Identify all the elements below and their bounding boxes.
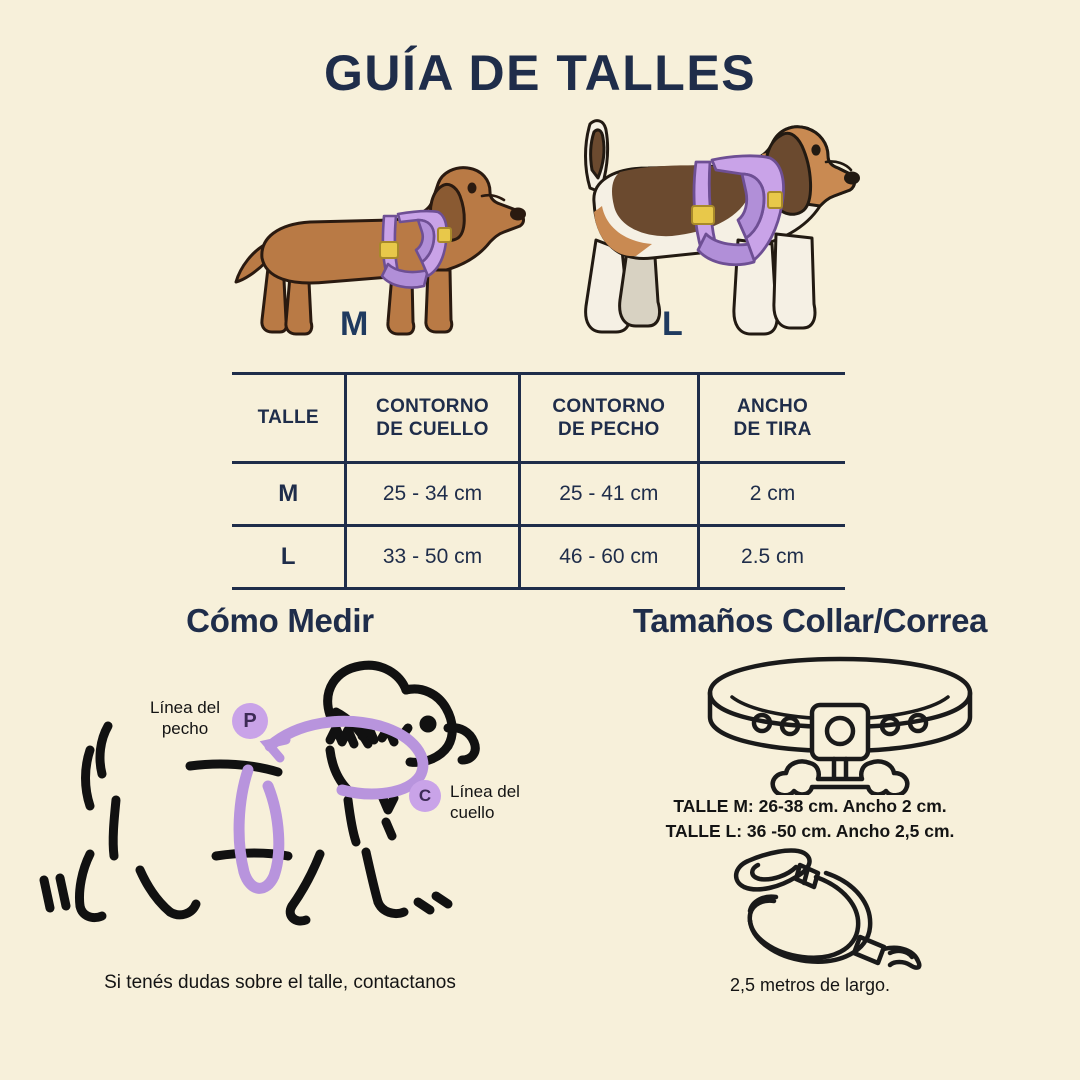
sketch-dog-measuring-icon	[39, 660, 480, 926]
label-line-1: Línea del	[150, 698, 220, 717]
size-label-l: L	[662, 305, 683, 343]
header-line-1: CONTORNO	[552, 395, 666, 417]
column-header-ancho-tira: ANCHO DE TIRA	[697, 372, 845, 464]
label-line-1: Línea del	[450, 782, 520, 801]
table-header-row: TALLE CONTORNO DE CUELLO CONTORNO DE PEC…	[232, 372, 845, 464]
header-line-2: DE PECHO	[557, 419, 660, 440]
cell-pecho: 25 - 41 cm	[517, 461, 699, 527]
size-table: TALLE CONTORNO DE CUELLO CONTORNO DE PEC…	[232, 372, 845, 590]
section-heading-tamanos-collar-correa: Tamaños Collar/Correa	[632, 602, 988, 639]
cell-talle: M	[232, 461, 346, 527]
dachshund-with-harness-icon	[234, 166, 526, 336]
collar-size-line-m: TALLE M: 26-38 cm. Ancho 2 cm.	[673, 796, 947, 816]
table-body: M 25 - 34 cm 25 - 41 cm 2 cm L 33 - 50 c…	[232, 461, 845, 590]
header-line-2: DE CUELLO	[376, 419, 489, 440]
label-linea-del-pecho: Línea del pecho	[130, 697, 240, 740]
dog-collar-with-bone-tag-icon	[707, 656, 973, 795]
badge-pecho: P	[232, 703, 268, 739]
dog-leash-icon	[734, 848, 922, 970]
cell-pecho: 46 - 60 cm	[517, 524, 699, 590]
collar-size-line-l: TALLE L: 36 -50 cm. Ancho 2,5 cm.	[665, 821, 955, 842]
label-linea-del-cuello: Línea del cuello	[450, 781, 550, 824]
table-header: TALLE CONTORNO DE CUELLO CONTORNO DE PEC…	[232, 372, 845, 464]
column-header-contorno-cuello: CONTORNO DE CUELLO	[344, 372, 520, 464]
section-heading-como-medir: Cómo Medir	[186, 602, 374, 639]
table-row: L 33 - 50 cm 46 - 60 cm 2.5 cm	[232, 524, 845, 590]
cell-tira: 2.5 cm	[697, 524, 845, 590]
leash-length-note: 2,5 metros de largo.	[729, 975, 891, 995]
label-line-2: pecho	[161, 719, 209, 739]
contact-note: Si tenés dudas sobre el talle, contactan…	[104, 972, 456, 993]
cell-tira: 2 cm	[697, 461, 845, 527]
table-row: M 25 - 34 cm 25 - 41 cm 2 cm	[232, 461, 845, 527]
page-title: GUÍA DE TALLES	[323, 45, 757, 101]
beagle-with-harness-icon	[584, 119, 860, 336]
column-header-talle: TALLE	[232, 372, 346, 464]
header-line-1: CONTORNO	[376, 395, 489, 417]
cell-cuello: 25 - 34 cm	[344, 461, 520, 527]
column-header-contorno-pecho: CONTORNO DE PECHO	[517, 372, 699, 464]
header-line-1: ANCHO	[736, 395, 809, 417]
size-label-m: M	[340, 305, 369, 343]
badge-cuello: C	[409, 780, 441, 812]
cell-talle: L	[232, 524, 346, 590]
collar-size-text: TALLE M: 26-38 cm. Ancho 2 cm. TALLE L: …	[560, 794, 1060, 845]
header-line-2: DE TIRA	[733, 419, 812, 440]
label-line-2: cuello	[450, 803, 495, 823]
cell-cuello: 33 - 50 cm	[344, 524, 520, 590]
